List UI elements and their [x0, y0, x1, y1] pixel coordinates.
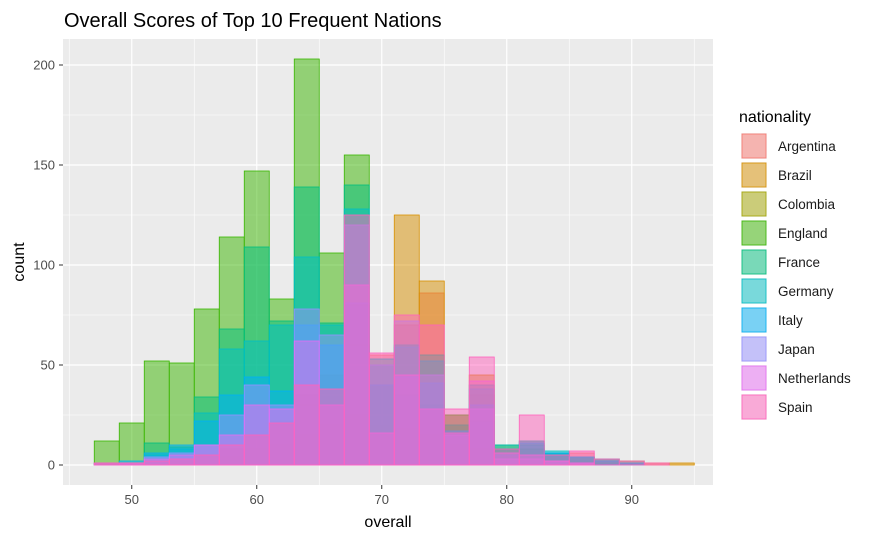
x-tick-label: 60 — [250, 492, 264, 507]
legend-item-argentina: Argentina — [741, 133, 836, 159]
chart-title: Overall Scores of Top 10 Frequent Nation… — [64, 10, 442, 32]
legend-label: Netherlands — [778, 371, 851, 386]
x-axis-title: overall — [364, 514, 411, 531]
histogram-bar — [618, 460, 645, 466]
y-tick-label: 150 — [33, 158, 55, 173]
histogram-bar — [493, 448, 520, 466]
y-tick-label: 0 — [48, 458, 55, 473]
histogram-bar — [118, 422, 145, 466]
y-tick-label: 100 — [33, 258, 55, 273]
histogram-bar — [293, 384, 320, 466]
y-tick-label: 50 — [41, 358, 55, 373]
histogram-bar — [443, 408, 470, 466]
x-tick-label: 70 — [375, 492, 389, 507]
histogram-bar — [668, 462, 695, 466]
histogram-bar — [218, 444, 245, 466]
legend-label: England — [778, 226, 828, 241]
legend: nationality Argentina Brazil Colombia Engla… — [739, 109, 851, 420]
legend-swatch — [741, 133, 767, 159]
histogram-bar — [243, 434, 270, 466]
legend-swatch — [741, 249, 767, 275]
histogram-bar — [93, 440, 120, 466]
legend-label: Germany — [778, 284, 834, 299]
legend-item-spain: Spain — [741, 394, 813, 420]
histogram-bar — [643, 462, 670, 466]
histogram-bar — [143, 460, 170, 466]
x-tick-label: 50 — [125, 492, 139, 507]
legend-swatch — [741, 220, 767, 246]
legend-label: Brazil — [778, 168, 812, 183]
x-axis-ticks: 50 60 70 80 90 — [125, 485, 639, 507]
histogram-bar — [368, 352, 395, 466]
legend-swatch — [741, 365, 767, 391]
histogram-bar — [468, 356, 495, 466]
y-tick-label: 200 — [33, 58, 55, 73]
legend-label: Colombia — [778, 197, 836, 212]
legend-swatch — [741, 394, 767, 420]
legend-swatch — [741, 336, 767, 362]
x-tick-label: 80 — [500, 492, 514, 507]
histogram-bar — [118, 462, 145, 466]
histogram-bar — [193, 454, 220, 466]
histogram-bar — [168, 458, 195, 466]
histogram-bar — [393, 314, 420, 466]
histogram-bar — [318, 388, 345, 466]
legend-item-netherlands: Netherlands — [741, 365, 851, 391]
histogram-bar — [518, 414, 545, 466]
legend-item-brazil: Brazil — [741, 162, 812, 188]
legend-swatch — [741, 278, 767, 304]
y-axis-title: count — [11, 242, 28, 282]
y-axis-ticks: 0 50 100 150 200 — [33, 58, 63, 473]
legend-item-italy: Italy — [741, 307, 803, 333]
legend-swatch — [741, 307, 767, 333]
histogram-bar — [268, 422, 295, 466]
legend-label: Japan — [778, 342, 815, 357]
histogram-bar — [93, 462, 120, 466]
legend-label: Argentina — [778, 139, 836, 154]
legend-swatch — [741, 191, 767, 217]
legend-item-japan: Japan — [741, 336, 815, 362]
legend-item-germany: Germany — [741, 278, 834, 304]
histogram-bars — [93, 58, 695, 466]
legend-label: France — [778, 255, 820, 270]
histogram-bar — [343, 214, 370, 466]
legend-item-colombia: Colombia — [741, 191, 836, 217]
histogram-bar — [568, 450, 595, 466]
series-spain — [93, 214, 670, 466]
histogram-bar — [593, 458, 620, 466]
legend-label: Italy — [778, 313, 803, 328]
histogram-bar — [543, 454, 570, 466]
legend-swatch — [741, 162, 767, 188]
legend-title: nationality — [739, 109, 811, 126]
legend-item-england: England — [741, 220, 828, 246]
histogram-bar — [418, 324, 445, 466]
legend-item-france: France — [741, 249, 820, 275]
legend-label: Spain — [778, 400, 813, 415]
x-tick-label: 90 — [625, 492, 639, 507]
